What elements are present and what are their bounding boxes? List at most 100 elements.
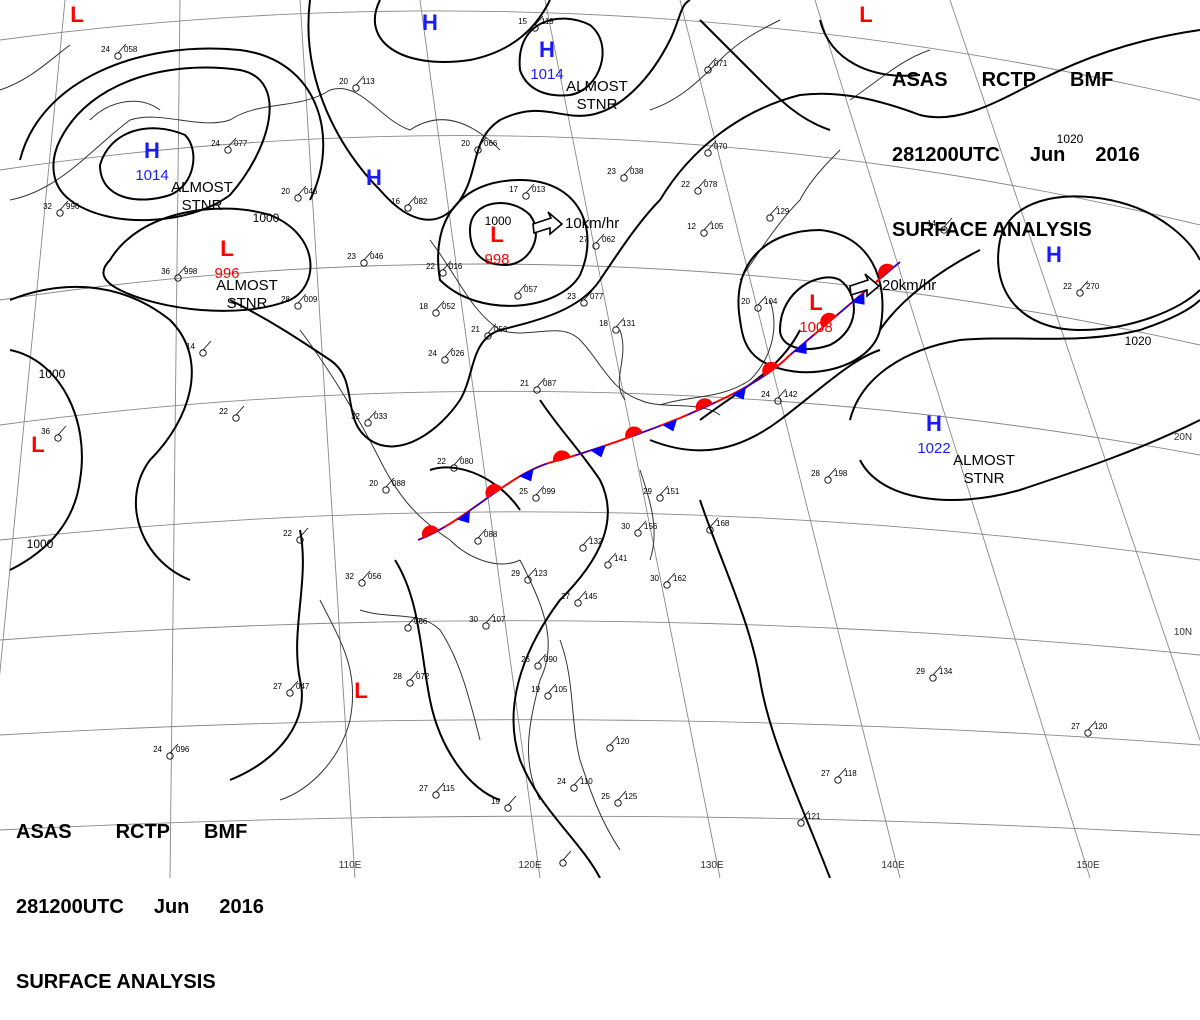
station-circle-icon	[620, 174, 628, 182]
station-pressure: 156	[644, 522, 658, 531]
grid-label: 20N	[1174, 432, 1192, 443]
station-circle-icon	[580, 299, 588, 307]
arrow-icon	[849, 273, 881, 298]
header-source: ASAS	[16, 821, 72, 843]
station-pressure: 088	[392, 479, 406, 488]
station-plot: 120	[606, 735, 630, 752]
high-pressure-center: H	[422, 10, 438, 35]
wind-barb-icon	[583, 290, 593, 301]
wind-barb-icon	[582, 535, 592, 546]
station-pressure: 082	[414, 197, 428, 206]
wind-barb-icon	[637, 520, 647, 531]
station-temperature: 24	[557, 777, 566, 786]
center-motion-note: ALMOST	[953, 452, 1015, 469]
station-temperature: 25	[601, 792, 610, 801]
center-motion-note: STNR	[577, 96, 618, 113]
station-pressure: 129	[776, 207, 790, 216]
station-pressure: 071	[714, 59, 728, 68]
station-circle-icon	[224, 146, 232, 154]
station-circle-icon	[360, 259, 368, 267]
station-pressure: 056	[368, 572, 382, 581]
wind-barb-icon	[837, 767, 847, 778]
wind-barb-icon	[59, 200, 69, 211]
station-temperature: 22	[283, 529, 292, 538]
station-pressure: 078	[704, 180, 718, 189]
station-plot: 27 145	[561, 590, 598, 607]
station-plot: 088	[474, 528, 498, 545]
header-year: 2016	[219, 896, 264, 918]
wind-barb-icon	[1087, 720, 1097, 731]
station-circle-icon	[504, 804, 512, 812]
station-plot: 22	[283, 527, 309, 544]
center-motion-note: STNR	[182, 197, 223, 214]
cold-front-symbol	[590, 445, 606, 458]
station-plot: 36 998	[161, 265, 198, 282]
station-temperature: 22	[437, 457, 446, 466]
station-temperature: 32	[351, 412, 360, 421]
station-temperature: 14	[186, 342, 195, 351]
station-temperature: 27	[273, 682, 282, 691]
grid-label: 150E	[1076, 860, 1100, 871]
station-circle-icon	[797, 819, 805, 827]
station-temperature: 22	[681, 180, 690, 189]
station-circle-icon	[532, 494, 540, 502]
header-time: 281200UTC	[892, 144, 1000, 166]
station-plot: 132	[579, 535, 603, 552]
station-circle-icon	[166, 752, 174, 760]
station-pressure: 046	[304, 187, 318, 196]
header-time: 281200UTC	[16, 896, 124, 918]
wind-barb-icon	[932, 665, 942, 676]
station-plot: 24 058	[101, 43, 138, 60]
station-pressure: 123	[534, 569, 548, 578]
station-plot: 14	[927, 217, 953, 234]
station-plot: 21 056	[471, 323, 508, 340]
wind-barb-icon	[57, 425, 67, 436]
header-line3: SURFACE ANALYSIS	[892, 219, 1092, 241]
station-temperature: 23	[347, 252, 356, 261]
station-plot: 29 123	[511, 567, 548, 584]
station-plot: 29 151	[643, 485, 680, 502]
station-circle-icon	[1084, 729, 1092, 737]
station-pressure: 110	[580, 777, 593, 786]
wind-barb-icon	[385, 477, 395, 488]
warm-front-symbol	[878, 263, 895, 279]
wind-barb-icon	[485, 613, 495, 624]
header-line2: 281200UTC Jun 2016	[16, 895, 264, 920]
station-pressure: 996	[66, 202, 80, 211]
warm-front-symbol	[820, 312, 837, 328]
header-bottom-left: ASAS RCTP BMF 281200UTC Jun 2016 SURFACE ANA…	[16, 770, 264, 1020]
header-month: Jun	[153, 896, 190, 918]
wind-barb-icon	[697, 178, 707, 189]
wind-barb-icon	[442, 260, 452, 271]
station-temperature: 21	[520, 379, 529, 388]
station-circle-icon	[294, 194, 302, 202]
station-pressure: 118	[844, 769, 857, 778]
station-plot: 32 033	[351, 410, 388, 427]
wind-barb-icon	[507, 795, 517, 806]
station-pressure: 113	[362, 77, 375, 86]
station-circle-icon	[286, 689, 294, 697]
wind-barb-icon	[534, 15, 544, 26]
station-temperature: 18	[419, 302, 428, 311]
station-temperature: 28	[281, 295, 290, 304]
station-circle-icon	[704, 149, 712, 157]
station-pressure: 077	[590, 292, 604, 301]
wind-barb-icon	[1079, 280, 1089, 291]
station-plot: 20 066	[461, 137, 498, 154]
header-line1: ASAS RCTP BMF	[16, 820, 264, 845]
stationary-front	[417, 261, 901, 541]
station-circle-icon	[404, 624, 412, 632]
station-temperature: 27	[419, 784, 428, 793]
isobar-label: 1000	[39, 367, 66, 381]
grid-label: 120E	[518, 860, 542, 871]
header-top-right: ASAS RCTP BMF 281200UTC Jun 2016 SURFACE ANA…	[892, 18, 1140, 268]
center-pressure: 1008	[799, 319, 832, 336]
wind-barb-icon	[435, 782, 445, 793]
grid-label: 130E	[700, 860, 724, 871]
station-pressure: 080	[460, 457, 474, 466]
isobar-label: 1000	[485, 214, 512, 228]
station-pressure: 009	[304, 295, 318, 304]
station-circle-icon	[929, 674, 937, 682]
station-temperature: 24	[101, 45, 110, 54]
station-pressure: 120	[1094, 722, 1108, 731]
